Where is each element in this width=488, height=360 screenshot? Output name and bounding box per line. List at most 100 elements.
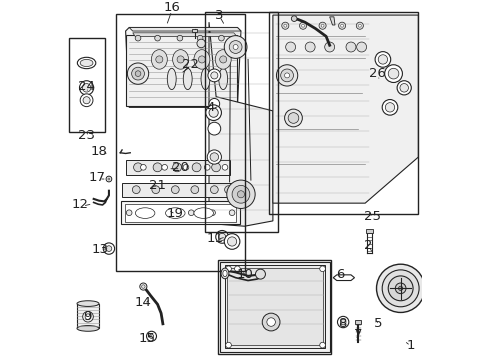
- Circle shape: [140, 165, 146, 170]
- Bar: [224, 265, 325, 348]
- Circle shape: [398, 286, 402, 291]
- Text: 23: 23: [78, 129, 95, 142]
- Circle shape: [287, 113, 298, 123]
- Circle shape: [135, 35, 141, 41]
- Circle shape: [222, 165, 227, 170]
- Circle shape: [284, 109, 302, 127]
- Circle shape: [85, 314, 91, 320]
- Bar: [116, 14, 244, 271]
- Ellipse shape: [215, 50, 231, 69]
- Circle shape: [207, 69, 220, 82]
- Bar: [227, 268, 322, 345]
- Circle shape: [318, 22, 325, 29]
- Text: 25: 25: [363, 210, 380, 223]
- Bar: [69, 38, 105, 132]
- Text: 13: 13: [91, 243, 108, 256]
- Ellipse shape: [221, 268, 228, 279]
- Circle shape: [106, 246, 112, 251]
- Circle shape: [197, 35, 203, 41]
- Ellipse shape: [132, 186, 140, 194]
- Ellipse shape: [201, 68, 209, 90]
- Circle shape: [305, 42, 314, 52]
- Polygon shape: [272, 15, 418, 203]
- Circle shape: [358, 24, 361, 27]
- Circle shape: [183, 165, 188, 170]
- Circle shape: [224, 234, 240, 249]
- Circle shape: [384, 65, 402, 82]
- Circle shape: [227, 237, 236, 246]
- Circle shape: [233, 45, 238, 49]
- Ellipse shape: [80, 59, 93, 67]
- Circle shape: [103, 243, 114, 254]
- Text: 10: 10: [236, 267, 252, 281]
- Ellipse shape: [167, 68, 176, 90]
- Circle shape: [299, 22, 306, 29]
- Circle shape: [340, 24, 343, 27]
- Circle shape: [208, 99, 219, 109]
- Bar: [218, 260, 331, 354]
- Ellipse shape: [165, 208, 184, 219]
- Text: 3: 3: [215, 9, 224, 22]
- Ellipse shape: [210, 186, 218, 194]
- Text: 1: 1: [406, 339, 414, 352]
- Circle shape: [82, 84, 91, 92]
- Circle shape: [276, 65, 297, 86]
- Circle shape: [234, 266, 240, 272]
- Circle shape: [135, 71, 141, 76]
- Polygon shape: [219, 262, 329, 352]
- Polygon shape: [124, 204, 236, 222]
- Text: 8: 8: [337, 317, 346, 330]
- Circle shape: [229, 210, 234, 216]
- Circle shape: [198, 56, 205, 63]
- Circle shape: [376, 264, 424, 312]
- Circle shape: [346, 42, 355, 52]
- Polygon shape: [125, 35, 237, 105]
- Text: 19: 19: [166, 207, 183, 220]
- Circle shape: [285, 42, 295, 52]
- Text: 4: 4: [206, 101, 215, 114]
- Text: 26: 26: [368, 67, 385, 80]
- Polygon shape: [332, 275, 354, 280]
- Text: 20: 20: [172, 161, 189, 174]
- Bar: [269, 12, 418, 214]
- Bar: [77, 303, 99, 328]
- Text: 7: 7: [353, 328, 362, 341]
- Circle shape: [387, 68, 398, 79]
- Polygon shape: [208, 22, 272, 226]
- Circle shape: [207, 122, 220, 135]
- Circle shape: [149, 334, 153, 338]
- Circle shape: [131, 67, 144, 80]
- Circle shape: [319, 342, 325, 348]
- Circle shape: [356, 22, 363, 29]
- Circle shape: [146, 331, 156, 341]
- Circle shape: [284, 73, 289, 78]
- Polygon shape: [122, 183, 232, 197]
- Ellipse shape: [153, 163, 162, 172]
- Text: 18: 18: [91, 145, 107, 158]
- Circle shape: [218, 233, 225, 240]
- Circle shape: [209, 210, 215, 216]
- Ellipse shape: [171, 186, 179, 194]
- Circle shape: [396, 81, 410, 95]
- Circle shape: [177, 56, 184, 63]
- Circle shape: [154, 35, 160, 41]
- Text: 6: 6: [335, 267, 344, 281]
- Circle shape: [382, 270, 418, 307]
- Bar: [354, 320, 360, 324]
- Ellipse shape: [218, 68, 227, 90]
- Circle shape: [301, 24, 304, 27]
- Circle shape: [319, 266, 325, 272]
- Circle shape: [108, 178, 110, 180]
- Ellipse shape: [152, 186, 160, 194]
- Circle shape: [385, 103, 394, 112]
- Text: 9: 9: [83, 310, 91, 323]
- Text: 14: 14: [135, 296, 151, 309]
- Circle shape: [126, 210, 132, 216]
- Circle shape: [394, 283, 405, 294]
- Circle shape: [280, 69, 293, 82]
- Ellipse shape: [192, 163, 201, 172]
- Circle shape: [83, 97, 90, 104]
- Ellipse shape: [135, 208, 155, 219]
- Ellipse shape: [223, 270, 226, 276]
- Ellipse shape: [183, 68, 192, 90]
